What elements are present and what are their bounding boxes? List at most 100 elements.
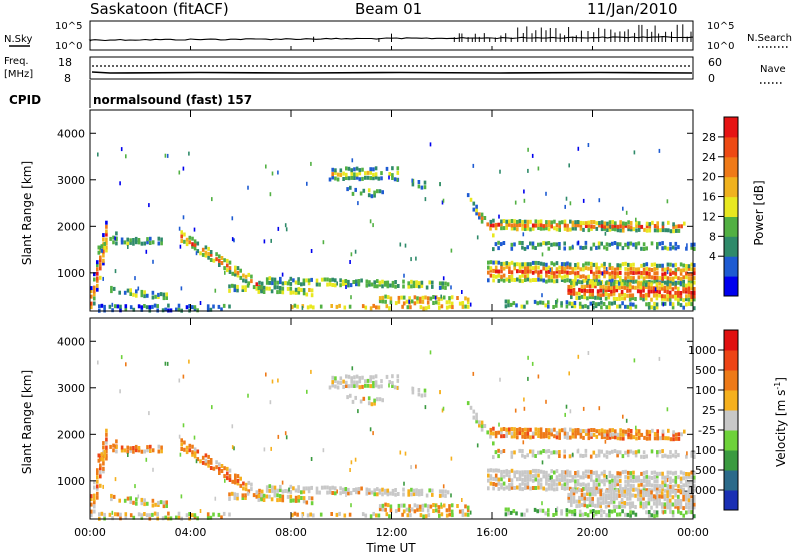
velocity-cell xyxy=(616,479,619,484)
power-cell xyxy=(502,226,506,231)
velocity-cell xyxy=(93,485,96,490)
velocity-cell xyxy=(524,486,527,490)
power-cell xyxy=(564,204,566,209)
velocity-cell xyxy=(384,502,387,507)
velocity-cell xyxy=(223,466,226,471)
power-cell xyxy=(396,170,400,175)
power-cell xyxy=(686,243,688,248)
velocity-cell xyxy=(680,432,683,437)
velocity-cell xyxy=(410,492,413,497)
power-cell xyxy=(185,237,189,242)
velocity-cell xyxy=(629,433,633,438)
velocity-cell xyxy=(693,488,696,493)
velocity-cell xyxy=(510,427,514,431)
power-cell xyxy=(183,239,186,244)
power-cell xyxy=(403,273,405,278)
velocity-cell xyxy=(629,435,633,440)
power-cell xyxy=(201,252,205,257)
velocity-cell xyxy=(666,490,669,495)
power-cell xyxy=(654,287,657,292)
power-cell xyxy=(563,266,567,271)
velocity-cell xyxy=(368,488,371,493)
velocity-cell xyxy=(591,503,594,508)
power-cell xyxy=(344,281,348,286)
velocity-cell xyxy=(693,484,696,489)
velocity-cell xyxy=(124,515,128,520)
velocity-cell xyxy=(500,485,503,490)
power-cell xyxy=(544,303,547,308)
velocity-cell xyxy=(148,411,150,416)
velocity-cell xyxy=(431,492,434,497)
power-cell xyxy=(175,307,178,312)
velocity-cell xyxy=(553,434,556,439)
power-cell xyxy=(526,277,530,282)
power-cell xyxy=(109,236,112,241)
velocity-cell xyxy=(620,504,624,509)
velocity-cell xyxy=(306,389,308,394)
velocity-cell xyxy=(607,496,611,500)
power-cell xyxy=(102,249,105,254)
power-cell xyxy=(659,228,662,233)
velocity-cell xyxy=(612,504,616,509)
power-cell xyxy=(588,295,592,299)
power-cell xyxy=(489,226,492,231)
velocity-cell xyxy=(191,444,194,449)
power-cell xyxy=(273,281,277,286)
velocity-cell xyxy=(472,371,475,376)
power-cell xyxy=(596,289,600,294)
power-cell xyxy=(526,269,530,274)
power-cell xyxy=(690,290,693,295)
power-cell xyxy=(294,280,298,285)
power-cell xyxy=(400,295,403,300)
power-cell xyxy=(185,305,189,310)
power-cell xyxy=(560,278,564,282)
power-cell xyxy=(105,224,108,229)
velocity-cell xyxy=(96,484,99,489)
velocity-cell xyxy=(563,486,567,491)
power-cell xyxy=(671,281,675,286)
power-cell xyxy=(215,252,218,257)
power-cell xyxy=(603,270,606,275)
power-cell xyxy=(679,303,683,308)
power-cell xyxy=(236,284,239,289)
velocity-cell xyxy=(547,428,551,433)
velocity-cell xyxy=(508,427,511,432)
velocity-cell xyxy=(410,507,414,512)
velocity-cell xyxy=(513,434,516,439)
velocity-cell xyxy=(492,455,495,460)
velocity-cell xyxy=(574,474,577,479)
velocity-cell xyxy=(412,488,416,493)
power-cell xyxy=(642,293,645,298)
power-cell xyxy=(636,281,640,286)
velocity-cell xyxy=(497,468,501,473)
velocity-cell xyxy=(193,435,196,440)
power-cell xyxy=(568,163,570,168)
power-cell xyxy=(297,290,301,295)
power-cell xyxy=(645,271,649,276)
velocity-colorbar-label: Velocity [m s-1] xyxy=(773,377,788,467)
power-cell xyxy=(648,222,652,227)
power-cell xyxy=(394,284,397,289)
power-cell xyxy=(497,273,501,278)
power-cell xyxy=(310,161,312,166)
velocity-cell xyxy=(660,491,664,496)
power-cell xyxy=(653,271,656,276)
velocity-cell xyxy=(397,492,400,496)
velocity-cell xyxy=(134,448,138,453)
power-cell xyxy=(93,277,96,282)
power-cell xyxy=(597,302,601,307)
velocity-cell xyxy=(334,491,337,496)
velocity-cell xyxy=(608,435,612,440)
velocity-cell xyxy=(516,477,519,482)
velocity-cell xyxy=(310,485,313,490)
velocity-cell xyxy=(567,495,570,500)
velocity-cell xyxy=(331,485,334,490)
velocity-cell xyxy=(671,502,675,507)
velocity-cell xyxy=(193,447,197,452)
velocity-cell xyxy=(636,492,640,497)
velocity-cell xyxy=(589,509,593,514)
power-cell xyxy=(650,241,654,246)
velocity-cell xyxy=(489,434,492,439)
velocity-cell xyxy=(685,495,688,500)
